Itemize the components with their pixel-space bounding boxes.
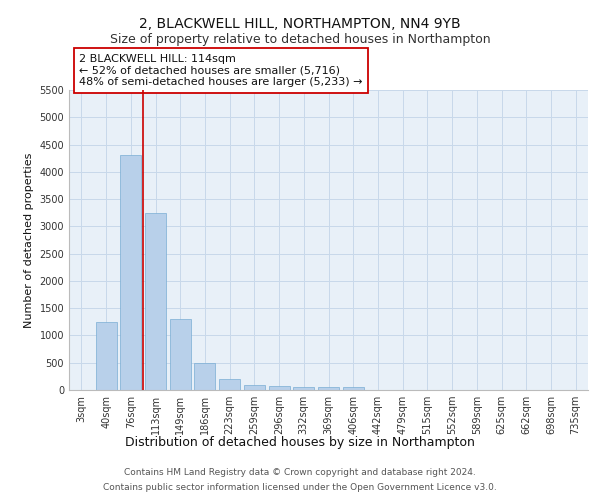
Bar xyxy=(170,319,191,390)
Bar xyxy=(219,379,240,390)
Bar xyxy=(194,362,215,390)
Bar xyxy=(95,322,116,390)
Bar xyxy=(318,388,339,390)
Text: Size of property relative to detached houses in Northampton: Size of property relative to detached ho… xyxy=(110,32,490,46)
Text: Distribution of detached houses by size in Northampton: Distribution of detached houses by size … xyxy=(125,436,475,449)
Y-axis label: Number of detached properties: Number of detached properties xyxy=(24,152,34,328)
Bar xyxy=(269,386,290,390)
Bar xyxy=(120,156,141,390)
Text: 2, BLACKWELL HILL, NORTHAMPTON, NN4 9YB: 2, BLACKWELL HILL, NORTHAMPTON, NN4 9YB xyxy=(139,18,461,32)
Bar xyxy=(293,386,314,390)
Text: Contains HM Land Registry data © Crown copyright and database right 2024.: Contains HM Land Registry data © Crown c… xyxy=(124,468,476,477)
Bar xyxy=(145,212,166,390)
Text: 2 BLACKWELL HILL: 114sqm
← 52% of detached houses are smaller (5,716)
48% of sem: 2 BLACKWELL HILL: 114sqm ← 52% of detach… xyxy=(79,54,363,87)
Text: Contains public sector information licensed under the Open Government Licence v3: Contains public sector information licen… xyxy=(103,483,497,492)
Bar xyxy=(244,384,265,390)
Bar xyxy=(343,388,364,390)
